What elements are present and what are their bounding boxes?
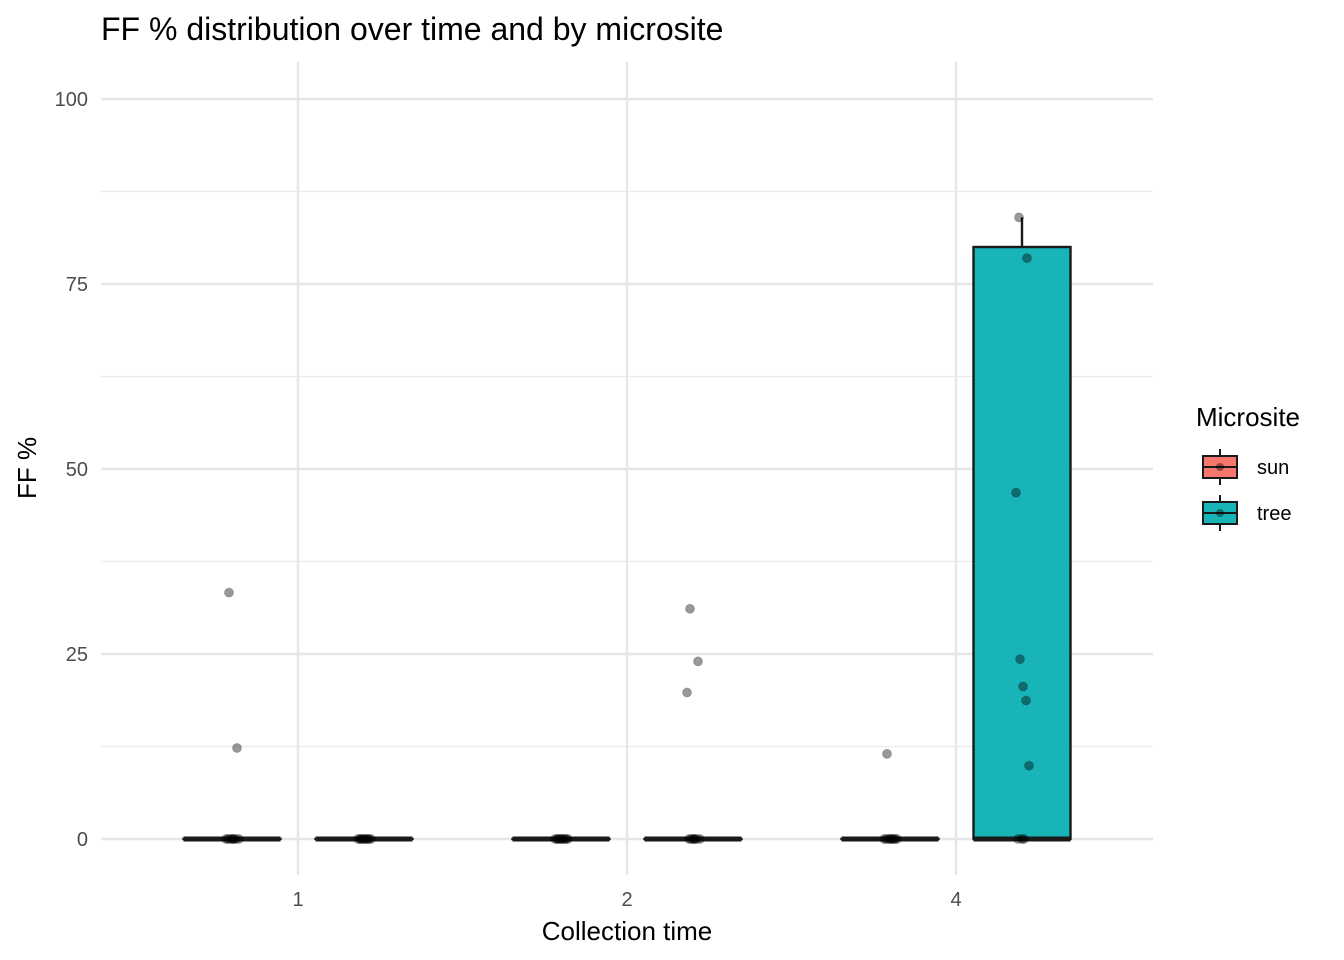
data-point (889, 834, 899, 844)
data-point (881, 834, 891, 844)
data-point (1018, 681, 1028, 692)
data-point (886, 834, 896, 844)
data-point (232, 742, 242, 753)
data-point (688, 834, 698, 844)
data-point (355, 834, 365, 844)
legend: Microsite sun tree (1196, 402, 1300, 531)
data-point (882, 748, 892, 759)
y-tick-label: 0 (77, 829, 88, 851)
chart-title: FF % distribution over time and by micro… (101, 11, 723, 47)
jitter-points (221, 212, 1034, 844)
legend-label-sun: sun (1257, 457, 1289, 479)
data-point (686, 834, 696, 844)
data-point (366, 834, 376, 844)
data-point (685, 603, 695, 614)
data-point (353, 834, 363, 844)
data-point (231, 834, 241, 844)
y-tick-labels: 0 25 50 75 100 (55, 89, 88, 851)
x-axis-title: Collection time (542, 916, 713, 946)
data-point (221, 834, 231, 844)
data-point (359, 834, 369, 844)
data-point (1013, 834, 1023, 844)
box-rect (972, 245, 1072, 841)
data-point (692, 834, 702, 844)
x-tick-label: 4 (950, 889, 961, 911)
data-point (558, 834, 568, 844)
data-point (690, 834, 700, 844)
data-point (883, 834, 893, 844)
data-point (554, 834, 564, 844)
y-axis-title: FF % (12, 437, 42, 499)
data-point (556, 834, 566, 844)
legend-point (1216, 509, 1224, 517)
legend-label-tree: tree (1257, 503, 1291, 525)
data-point (695, 834, 705, 844)
data-point (234, 834, 244, 844)
data-point (357, 834, 367, 844)
data-point (682, 687, 692, 698)
legend-key-sun (1202, 449, 1238, 485)
data-point (1015, 654, 1025, 665)
x-tick-label: 1 (292, 889, 303, 911)
data-point (228, 834, 238, 844)
x-tick-label: 2 (621, 889, 632, 911)
data-point (561, 834, 571, 844)
data-point (563, 834, 573, 844)
data-point (229, 834, 239, 844)
data-point (890, 834, 900, 844)
data-point (1014, 212, 1024, 223)
box-plots (182, 217, 1072, 842)
data-point (363, 834, 373, 844)
data-point (552, 834, 562, 844)
x-tick-labels: 1 2 4 (292, 889, 961, 911)
data-point (356, 834, 366, 844)
y-tick-label: 75 (66, 274, 88, 296)
data-point (223, 834, 233, 844)
data-point (225, 834, 235, 844)
data-point (892, 834, 902, 844)
data-point (553, 834, 563, 844)
y-tick-label: 100 (55, 89, 88, 111)
data-point (1017, 834, 1027, 844)
data-point (1021, 695, 1031, 706)
legend-title: Microsite (1196, 402, 1300, 432)
data-point (227, 834, 237, 844)
data-point (557, 834, 567, 844)
data-point (550, 834, 560, 844)
box-tree-4 (972, 217, 1072, 842)
data-point (879, 834, 889, 844)
data-point (361, 834, 371, 844)
data-point (1022, 253, 1032, 264)
grid (101, 62, 1153, 875)
data-point (684, 834, 694, 844)
data-point (887, 834, 897, 844)
data-point (364, 834, 374, 844)
y-tick-label: 50 (66, 459, 88, 481)
data-point (560, 834, 570, 844)
data-point (1024, 760, 1034, 771)
data-point (1011, 487, 1021, 498)
legend-key-tree (1202, 495, 1238, 531)
data-point (224, 587, 234, 598)
data-point (1019, 834, 1029, 844)
data-point (360, 834, 370, 844)
data-point (689, 834, 699, 844)
data-point (885, 834, 895, 844)
y-tick-label: 25 (66, 644, 88, 666)
legend-point (1216, 463, 1224, 471)
data-point (693, 656, 703, 667)
